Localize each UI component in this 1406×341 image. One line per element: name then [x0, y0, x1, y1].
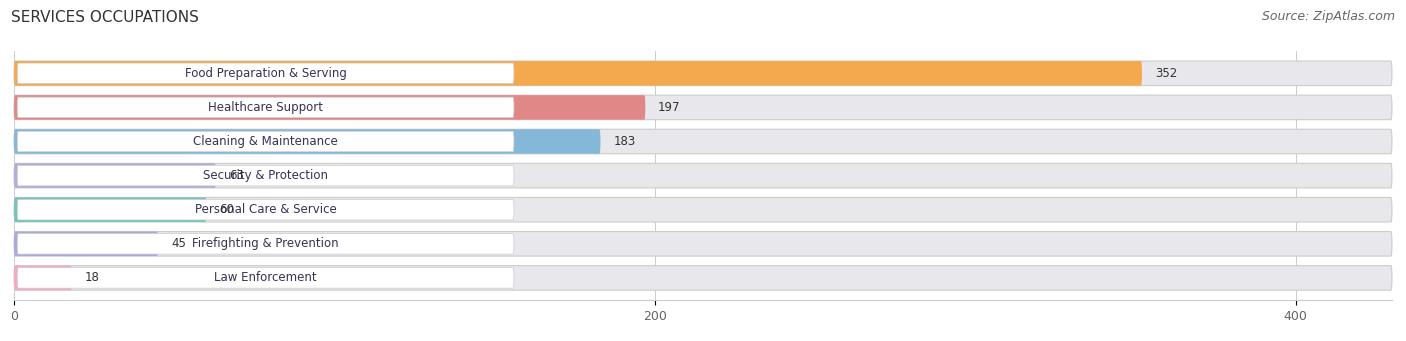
Text: 63: 63 — [229, 169, 243, 182]
Text: Personal Care & Service: Personal Care & Service — [194, 203, 336, 216]
FancyBboxPatch shape — [17, 131, 515, 152]
Text: 60: 60 — [219, 203, 233, 216]
Text: Law Enforcement: Law Enforcement — [214, 271, 316, 284]
Text: 352: 352 — [1154, 67, 1177, 80]
Text: 183: 183 — [613, 135, 636, 148]
FancyBboxPatch shape — [14, 266, 72, 290]
FancyBboxPatch shape — [17, 63, 515, 84]
FancyBboxPatch shape — [14, 61, 1392, 86]
FancyBboxPatch shape — [17, 268, 515, 288]
FancyBboxPatch shape — [14, 232, 159, 256]
FancyBboxPatch shape — [14, 197, 1392, 222]
FancyBboxPatch shape — [14, 95, 1392, 120]
Text: Food Preparation & Serving: Food Preparation & Serving — [184, 67, 346, 80]
Text: 45: 45 — [172, 237, 186, 250]
FancyBboxPatch shape — [14, 163, 1392, 188]
FancyBboxPatch shape — [17, 97, 515, 118]
FancyBboxPatch shape — [14, 129, 1392, 154]
Text: Healthcare Support: Healthcare Support — [208, 101, 323, 114]
FancyBboxPatch shape — [14, 266, 1392, 290]
Text: Source: ZipAtlas.com: Source: ZipAtlas.com — [1261, 10, 1395, 23]
FancyBboxPatch shape — [14, 197, 207, 222]
FancyBboxPatch shape — [17, 199, 515, 220]
FancyBboxPatch shape — [14, 232, 1392, 256]
Text: SERVICES OCCUPATIONS: SERVICES OCCUPATIONS — [11, 10, 200, 25]
FancyBboxPatch shape — [14, 95, 645, 120]
FancyBboxPatch shape — [17, 165, 515, 186]
Text: 18: 18 — [84, 271, 100, 284]
FancyBboxPatch shape — [14, 129, 600, 154]
Text: Cleaning & Maintenance: Cleaning & Maintenance — [193, 135, 337, 148]
Text: Security & Protection: Security & Protection — [202, 169, 328, 182]
Text: Firefighting & Prevention: Firefighting & Prevention — [193, 237, 339, 250]
FancyBboxPatch shape — [17, 234, 515, 254]
Text: 197: 197 — [658, 101, 681, 114]
FancyBboxPatch shape — [14, 61, 1142, 86]
FancyBboxPatch shape — [14, 163, 217, 188]
